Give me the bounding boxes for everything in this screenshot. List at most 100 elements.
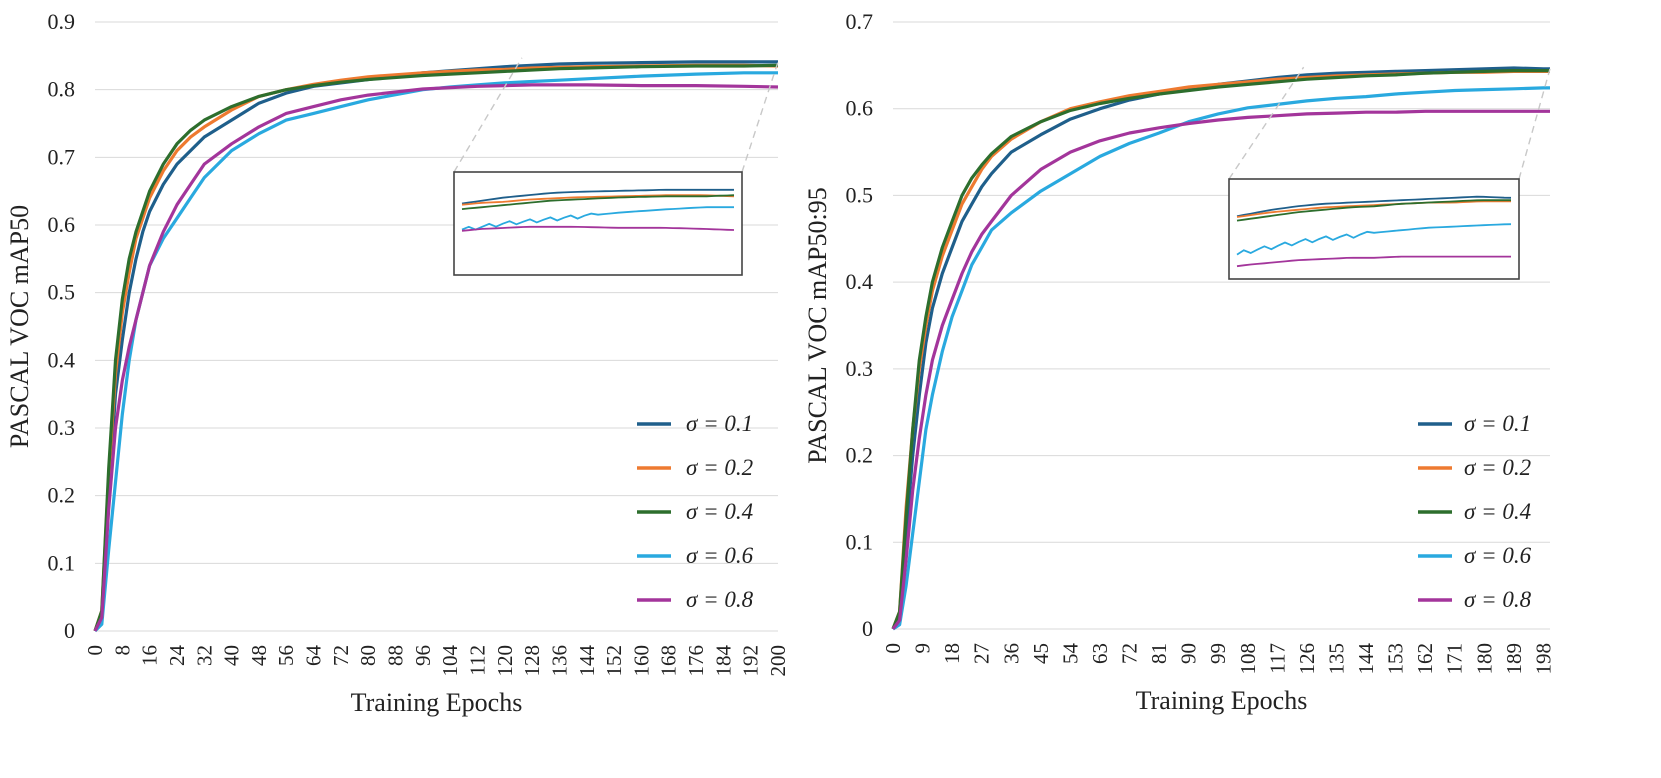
- x-axis-label: Training Epochs: [1136, 686, 1308, 715]
- inset-connector: [741, 61, 779, 173]
- inset-series-line-1: [1236, 200, 1511, 218]
- x-tick-label: 200: [766, 645, 790, 677]
- y-tick-label: 0.4: [48, 347, 76, 372]
- y-tick-label: 0.1: [846, 529, 874, 554]
- inset-connector: [453, 57, 523, 173]
- inset-series-line-0: [1236, 195, 1512, 218]
- x-tick-label: 0: [83, 645, 107, 656]
- y-tick-label: 0.4: [846, 269, 874, 294]
- legend-label: σ = 0.6: [1464, 543, 1532, 568]
- x-tick-label: 160: [629, 645, 653, 677]
- y-axis-label: PASCAL VOC mAP50:95: [803, 187, 832, 463]
- x-tick-label: 36: [999, 643, 1023, 664]
- legend-label: σ = 0.2: [1464, 455, 1531, 480]
- y-tick-label: 0.5: [48, 280, 76, 305]
- x-tick-label: 198: [1531, 643, 1555, 675]
- x-tick-label: 112: [465, 645, 489, 676]
- inset-connector: [1228, 66, 1305, 180]
- x-tick-label: 189: [1502, 643, 1526, 675]
- inset-series-line-3: [1236, 223, 1512, 256]
- x-tick-label: 126: [1295, 643, 1319, 675]
- legend-label: σ = 0.8: [686, 587, 754, 612]
- x-tick-label: 90: [1177, 643, 1201, 664]
- x-tick-label: 40: [220, 645, 244, 666]
- y-tick-label: 0.6: [846, 96, 874, 121]
- x-tick-label: 27: [970, 643, 994, 664]
- x-tick-label: 81: [1147, 643, 1171, 664]
- inset-box: [1228, 178, 1520, 280]
- x-tick-label: 72: [1118, 643, 1142, 664]
- y-tick-label: 0.1: [48, 550, 76, 575]
- x-tick-label: 64: [302, 645, 326, 667]
- series-line-3: [892, 86, 1550, 631]
- x-tick-label: 120: [493, 645, 517, 677]
- inset-box: [453, 171, 743, 276]
- legend-label: σ = 0.1: [1464, 411, 1531, 436]
- y-tick-label: 0.6: [48, 212, 76, 237]
- x-tick-label: 54: [1058, 643, 1082, 665]
- y-tick-label: 0.8: [48, 77, 76, 102]
- x-tick-label: 48: [247, 645, 271, 666]
- x-tick-label: 99: [1206, 643, 1230, 664]
- x-tick-label: 32: [192, 645, 216, 666]
- y-axis-label: PASCAL VOC mAP50: [5, 205, 34, 448]
- x-tick-label: 162: [1413, 643, 1437, 675]
- x-tick-label: 144: [575, 645, 599, 677]
- y-tick-label: 0.3: [846, 356, 874, 381]
- y-tick-label: 0.9: [48, 9, 76, 34]
- x-tick-label: 117: [1265, 643, 1289, 674]
- x-tick-label: 56: [274, 645, 298, 666]
- x-tick-label: 88: [384, 645, 408, 666]
- x-tick-label: 135: [1324, 643, 1348, 675]
- inset-series-line-1: [461, 194, 735, 206]
- x-tick-label: 152: [602, 645, 626, 677]
- legend-label: σ = 0.1: [686, 411, 753, 436]
- x-tick-label: 192: [739, 645, 763, 677]
- legend-label: σ = 0.6: [686, 543, 754, 568]
- inset-series-line-0: [461, 188, 734, 205]
- y-tick-label: 0.3: [48, 415, 76, 440]
- inset-connector: [1518, 68, 1551, 180]
- x-tick-label: 144: [1354, 643, 1378, 675]
- inset-series-line-4: [461, 225, 735, 232]
- chart-map50-95: 00.10.20.30.40.50.60.70 9 18 27 36 45 54 63 72 81…: [803, 9, 1555, 715]
- x-tick-label: 24: [165, 645, 189, 667]
- x-tick-label: 0: [881, 643, 905, 654]
- x-tick-label: 104: [438, 645, 462, 677]
- x-tick-label: 176: [684, 645, 708, 677]
- inset-series-line-2: [461, 194, 735, 210]
- series-line-0: [93, 60, 778, 632]
- x-tick-label: 9: [911, 643, 935, 654]
- inset-series-line-4: [1236, 255, 1511, 268]
- x-tick-label: 180: [1472, 643, 1496, 675]
- x-tick-label: 8: [110, 645, 134, 656]
- legend-label: σ = 0.2: [686, 455, 753, 480]
- y-tick-label: 0: [64, 618, 75, 643]
- x-tick-label: 171: [1443, 643, 1467, 675]
- x-tick-label: 108: [1236, 643, 1260, 675]
- series-line-1: [93, 63, 779, 632]
- inset-series-line-2: [1236, 199, 1511, 222]
- x-tick-label: 80: [356, 645, 380, 666]
- x-tick-label: 45: [1029, 643, 1053, 664]
- y-tick-label: 0.2: [48, 483, 76, 508]
- y-tick-label: 0.7: [48, 144, 76, 169]
- x-tick-label: 16: [138, 645, 162, 666]
- series-line-3: [93, 71, 778, 633]
- series-line-4: [891, 109, 1550, 630]
- y-tick-label: 0: [862, 616, 873, 641]
- chart-map50: 00.10.20.30.40.50.60.70.80.90 8 16 24 32 40 48…: [5, 9, 790, 717]
- series-line-2: [93, 63, 779, 632]
- x-tick-label: 63: [1088, 643, 1112, 664]
- x-tick-label: 18: [940, 643, 964, 664]
- x-tick-label: 96: [411, 645, 435, 666]
- y-tick-label: 0.5: [846, 182, 874, 207]
- x-tick-label: 128: [520, 645, 544, 677]
- y-tick-label: 0.2: [846, 443, 874, 468]
- x-axis-label: Training Epochs: [351, 688, 523, 717]
- series-line-4: [93, 83, 779, 632]
- series-line-0: [891, 66, 1550, 630]
- inset-series-line-3: [461, 206, 734, 231]
